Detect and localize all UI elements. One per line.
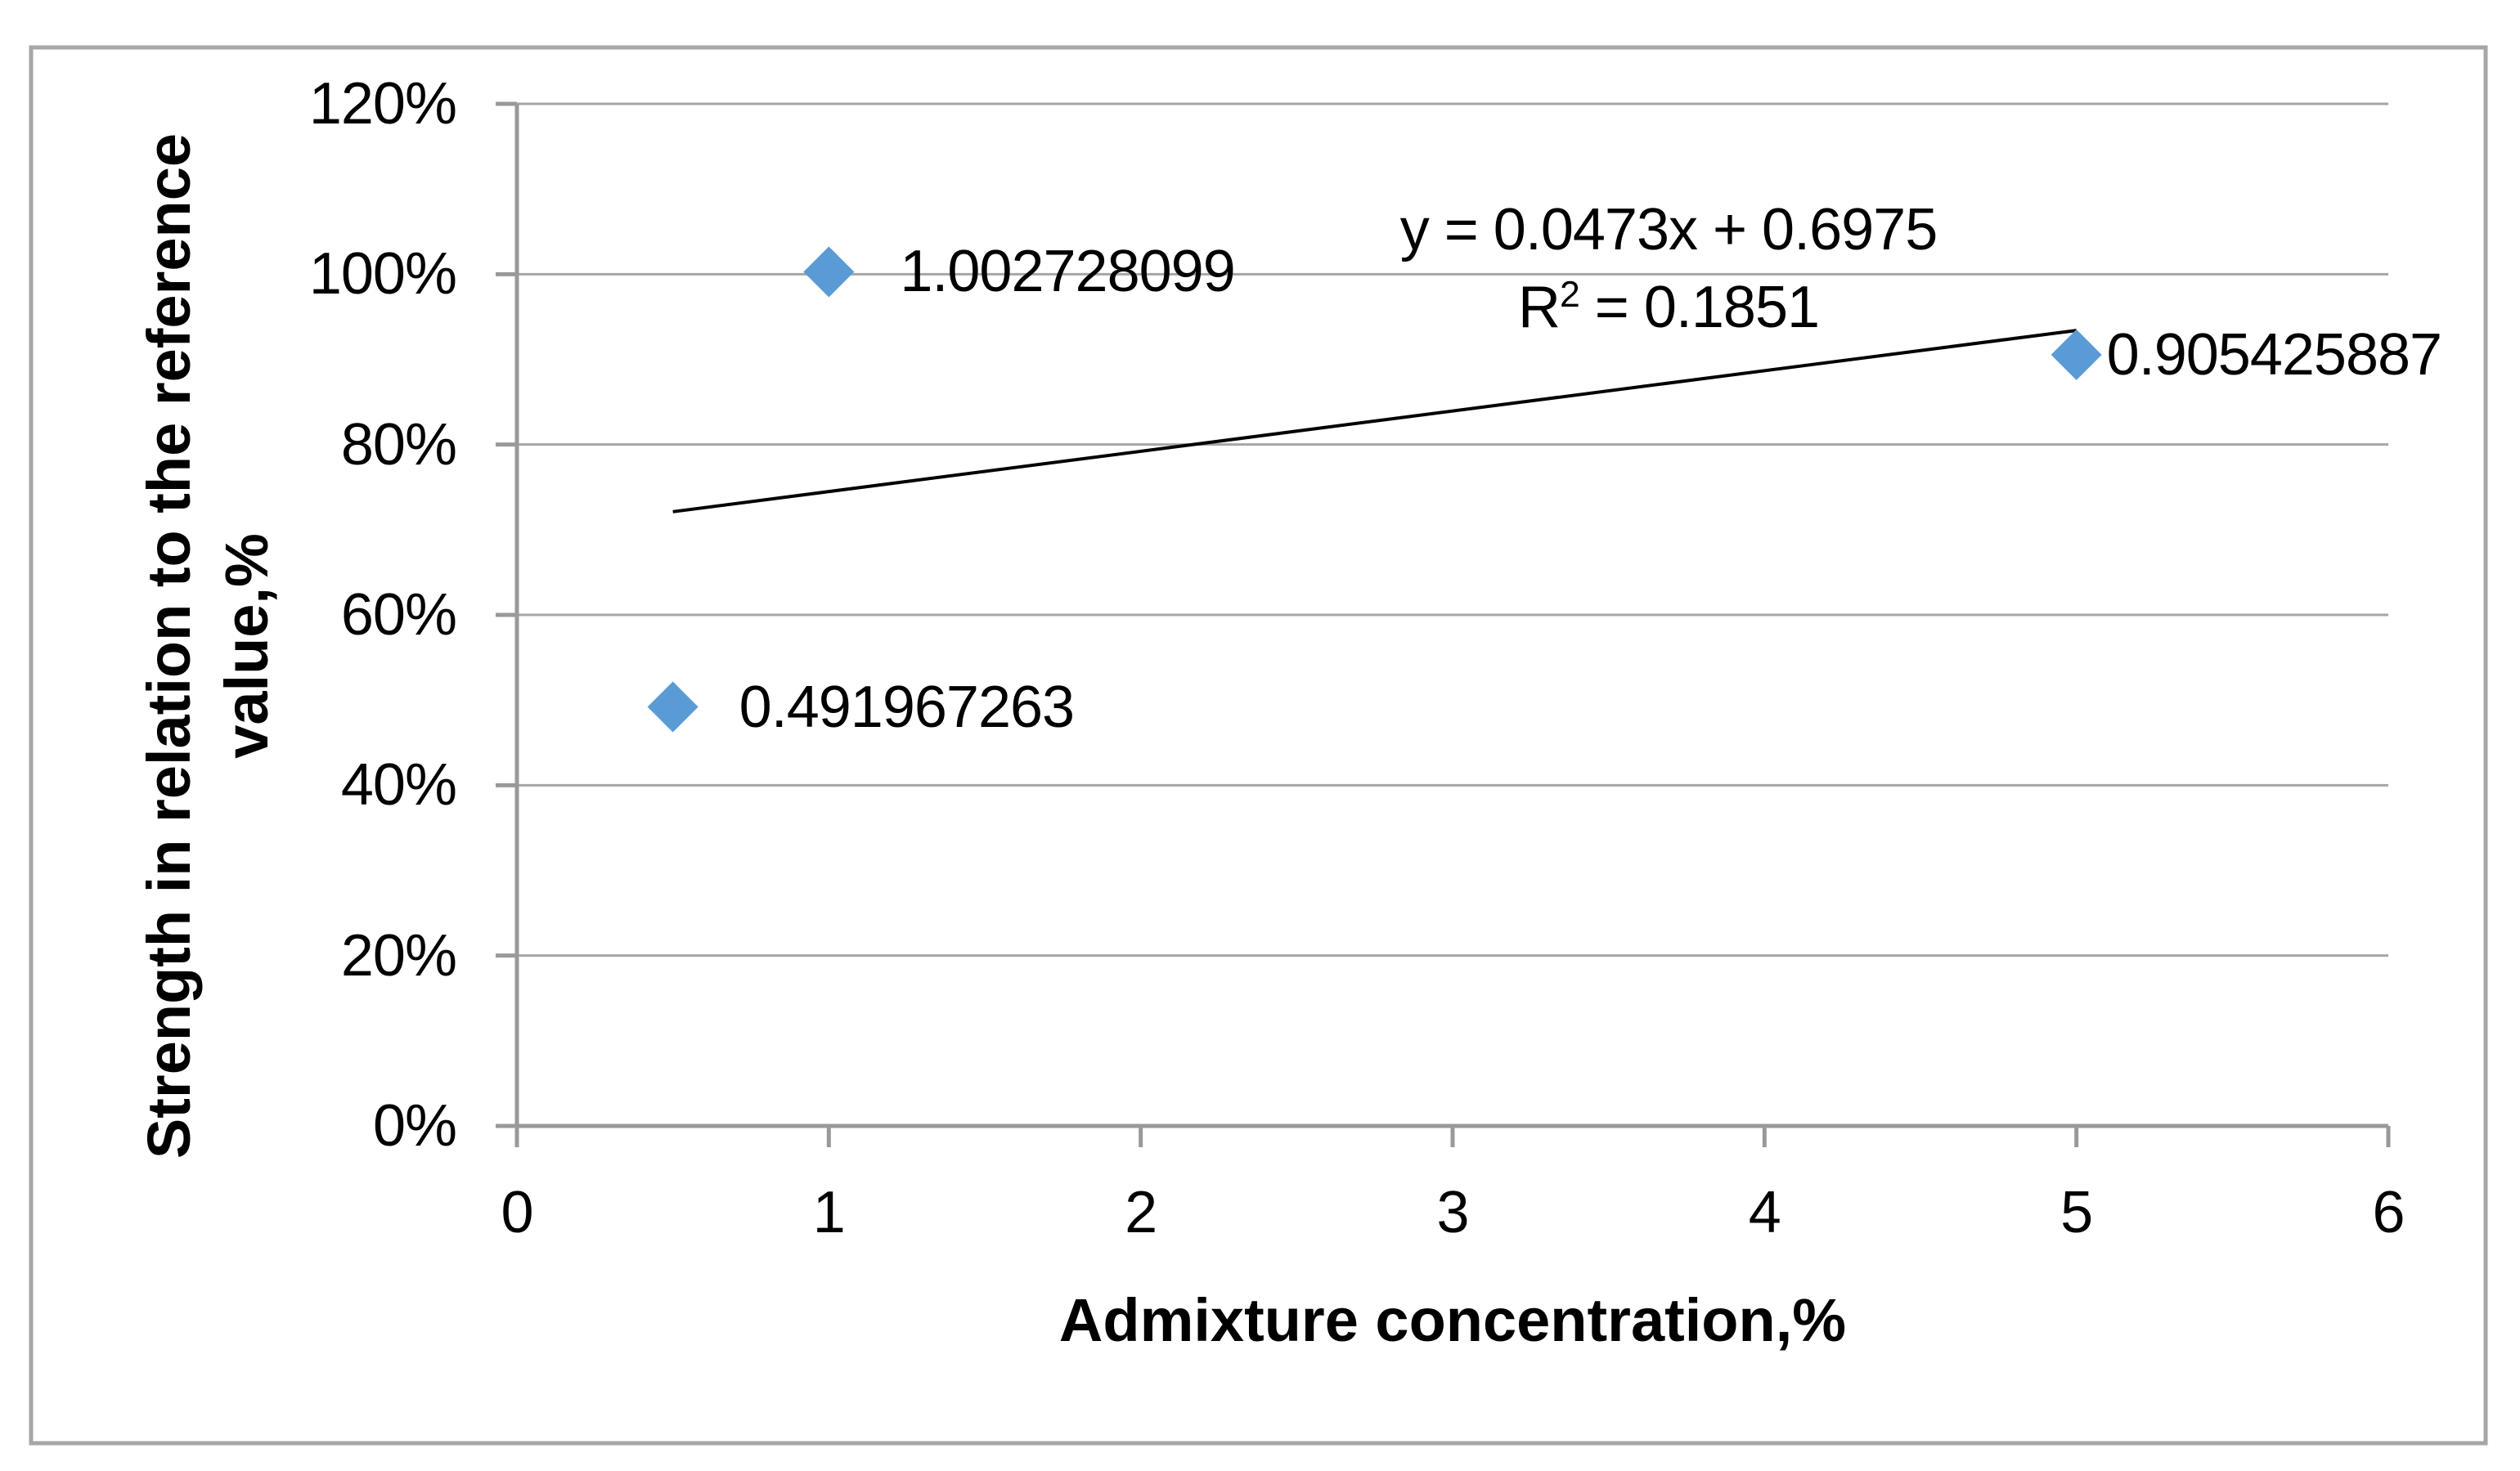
y-axis-tick-label: 120% bbox=[308, 71, 457, 137]
y-axis-tick-label: 80% bbox=[340, 411, 457, 478]
data-point-label: 0.905425887 bbox=[2106, 321, 2442, 388]
data-point-label: 1.002728099 bbox=[900, 239, 1235, 305]
data-point-marker bbox=[2051, 329, 2102, 380]
trendline-equation-block: y = 0.0473x + 0.6975 R2 = 0.1851 bbox=[1260, 191, 2078, 347]
trendline-equation-text: y = 0.0473x + 0.6975 bbox=[1399, 197, 1938, 262]
data-point-label: 0.491967263 bbox=[739, 674, 1075, 740]
x-axis-tick-label: 1 bbox=[812, 1180, 846, 1245]
figure-border bbox=[29, 45, 2488, 1446]
y-axis-tick-label: 40% bbox=[340, 752, 457, 818]
trendline bbox=[672, 329, 2077, 514]
y-axis-tick-label: 0% bbox=[372, 1093, 457, 1159]
y-axis-title-line1: Strength in relation to the reference bbox=[135, 132, 203, 1159]
trendline-r-squared-text: R2 = 0.1851 bbox=[1260, 269, 2078, 347]
x-axis-tick-label: 2 bbox=[1125, 1180, 1157, 1245]
r-squared-superscript: 2 bbox=[1559, 275, 1580, 315]
x-axis-tick-label: 5 bbox=[2060, 1180, 2093, 1245]
y-axis-tick-label: 60% bbox=[340, 582, 457, 648]
r-squared-prefix: R bbox=[1517, 275, 1561, 340]
x-axis-tick-label: 6 bbox=[2372, 1180, 2405, 1245]
y-axis-tick-label: 20% bbox=[340, 922, 457, 989]
y-axis-tick-label: 100% bbox=[308, 241, 457, 307]
x-axis-tick-label: 0 bbox=[501, 1180, 533, 1245]
data-point-marker bbox=[803, 246, 855, 298]
x-axis-tick-label: 4 bbox=[1748, 1180, 1781, 1245]
r-squared-suffix: = 0.1851 bbox=[1579, 275, 1820, 340]
x-axis-title: Admixture concentration,% bbox=[1058, 1286, 1847, 1354]
x-axis-tick-label: 3 bbox=[1436, 1180, 1469, 1245]
data-point-marker bbox=[647, 681, 699, 733]
